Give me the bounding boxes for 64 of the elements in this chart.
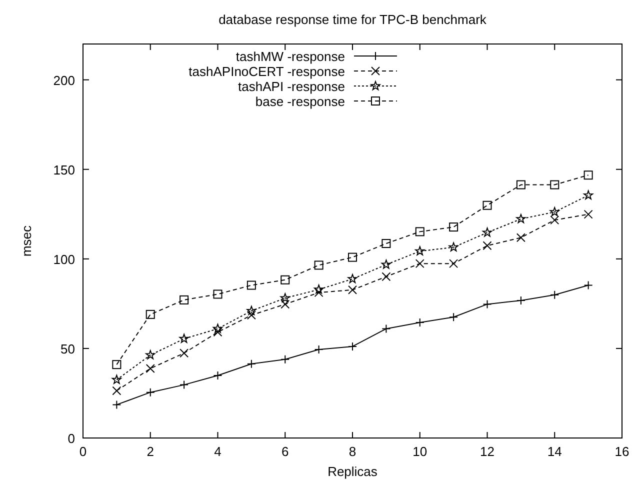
point: [550, 216, 560, 225]
point: [146, 350, 156, 360]
y-tick-label: 50: [60, 341, 75, 356]
x-tick-label: 16: [614, 444, 630, 459]
point: [314, 284, 324, 294]
point: [449, 259, 458, 268]
point: [448, 242, 458, 252]
point: [550, 180, 560, 190]
y-tick-label: 100: [53, 252, 75, 267]
x-tick-label: 12: [480, 444, 494, 459]
point: [550, 206, 560, 216]
point: [381, 260, 391, 269]
point: [415, 246, 425, 256]
y-tick-label: 150: [53, 162, 75, 178]
y-tick-label: 200: [53, 72, 75, 88]
point: [112, 386, 122, 396]
point: [482, 200, 492, 210]
point: [516, 180, 526, 190]
point: [212, 324, 223, 333]
point: [584, 190, 594, 200]
point: [246, 310, 256, 320]
point: [415, 259, 424, 268]
point: [348, 274, 358, 284]
point: [314, 260, 324, 270]
x-tick-label: 14: [547, 444, 562, 459]
legend-label: base -response: [255, 94, 345, 109]
point: [348, 285, 357, 294]
point: [112, 360, 122, 370]
point: [246, 306, 256, 315]
point: [180, 348, 189, 358]
point: [382, 239, 391, 248]
legend-label: tashAPI -response: [238, 79, 345, 94]
legend-label: tashAPInoCERT -response: [188, 64, 345, 79]
x-axis-title: Replicas: [328, 464, 378, 479]
point: [516, 233, 526, 242]
point: [482, 241, 492, 250]
x-tick-label: 10: [412, 444, 428, 459]
point: [280, 293, 290, 302]
point: [180, 295, 189, 304]
x-tick-label: 2: [146, 444, 154, 459]
point: [112, 374, 122, 384]
point: [584, 170, 593, 180]
point: [246, 280, 256, 290]
point: [584, 210, 593, 219]
point: [146, 310, 155, 319]
x-tick-label: 6: [282, 444, 289, 459]
y-tick-label: 0: [68, 431, 75, 446]
legend-label: tashMW -response: [236, 49, 345, 64]
point: [482, 228, 492, 237]
chart-title: database response time for TPC-B benchmark: [218, 12, 487, 27]
point: [179, 334, 189, 343]
y-axis-title: msec: [19, 224, 34, 257]
point: [213, 290, 222, 299]
point: [348, 252, 357, 262]
point: [382, 272, 391, 282]
x-tick-label: 0: [79, 444, 87, 459]
x-tick-label: 8: [348, 444, 356, 459]
point: [280, 300, 290, 309]
point: [280, 275, 290, 284]
point: [449, 222, 458, 232]
point: [516, 214, 526, 224]
point: [146, 364, 155, 374]
point: [415, 227, 424, 236]
x-tick-label: 4: [214, 444, 222, 459]
